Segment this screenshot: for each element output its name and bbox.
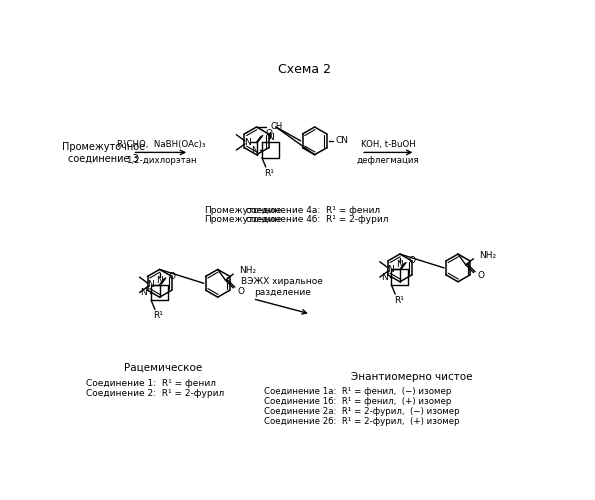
Text: дефлегмация: дефлегмация — [357, 156, 419, 164]
Text: N: N — [396, 260, 403, 270]
Text: O: O — [265, 130, 272, 138]
Text: NH₂: NH₂ — [479, 251, 496, 260]
Text: N: N — [244, 138, 250, 147]
Text: N: N — [140, 288, 147, 297]
Text: Промежуточное: Промежуточное — [205, 206, 282, 214]
Text: Энантиомерно чистое: Энантиомерно чистое — [350, 372, 472, 382]
Text: N: N — [147, 280, 154, 289]
Text: Рацемическое: Рацемическое — [124, 363, 203, 373]
Text: KOH, t-BuOH: KOH, t-BuOH — [361, 140, 416, 149]
Text: O: O — [408, 256, 415, 266]
Text: Промежуточное: Промежуточное — [205, 215, 282, 224]
Text: Соединение 2а:  R¹ = 2-фурил,  (−) изомер: Соединение 2а: R¹ = 2-фурил, (−) изомер — [264, 406, 460, 416]
Text: CH: CH — [271, 122, 283, 132]
Text: R¹: R¹ — [264, 168, 274, 177]
Text: Промежуточное
соединение 3: Промежуточное соединение 3 — [62, 142, 145, 163]
Text: Соединение 2:  R¹ = 2-фурил: Соединение 2: R¹ = 2-фурил — [86, 389, 224, 398]
Text: Схема 2: Схема 2 — [278, 62, 331, 76]
Text: N: N — [156, 276, 163, 284]
Text: соединение 4а:  R¹ = фенил: соединение 4а: R¹ = фенил — [246, 206, 381, 214]
Text: R¹: R¹ — [154, 311, 163, 320]
Text: O: O — [168, 272, 175, 281]
Text: Соединение 2б:  R¹ = 2-фурил,  (+) изомер: Соединение 2б: R¹ = 2-фурил, (+) изомер — [264, 416, 460, 426]
Text: 1,2-дихлорэтан: 1,2-дихлорэтан — [126, 156, 196, 164]
Text: R¹CHO,  NaBH(OAc)₃: R¹CHO, NaBH(OAc)₃ — [117, 140, 205, 149]
Text: N: N — [387, 265, 394, 274]
Text: N: N — [267, 134, 274, 142]
Text: CN: CN — [336, 136, 349, 145]
Text: Соединение 1б:  R¹ = фенил,  (+) изомер: Соединение 1б: R¹ = фенил, (+) изомер — [264, 396, 452, 406]
Text: N: N — [251, 146, 258, 154]
Text: N: N — [381, 272, 387, 281]
Text: NH₂: NH₂ — [239, 266, 256, 276]
Text: соединение 4б:  R¹ = 2-фурил: соединение 4б: R¹ = 2-фурил — [246, 215, 389, 224]
Text: O: O — [477, 271, 484, 280]
Text: ВЭЖХ хиральное
разделение: ВЭЖХ хиральное разделение — [241, 278, 323, 297]
Text: R¹: R¹ — [394, 296, 403, 304]
Text: Соединение 1:  R¹ = фенил: Соединение 1: R¹ = фенил — [86, 379, 216, 388]
Text: O: O — [237, 286, 244, 296]
Text: Соединение 1а:  R¹ = фенил,  (−) изомер: Соединение 1а: R¹ = фенил, (−) изомер — [264, 386, 452, 396]
